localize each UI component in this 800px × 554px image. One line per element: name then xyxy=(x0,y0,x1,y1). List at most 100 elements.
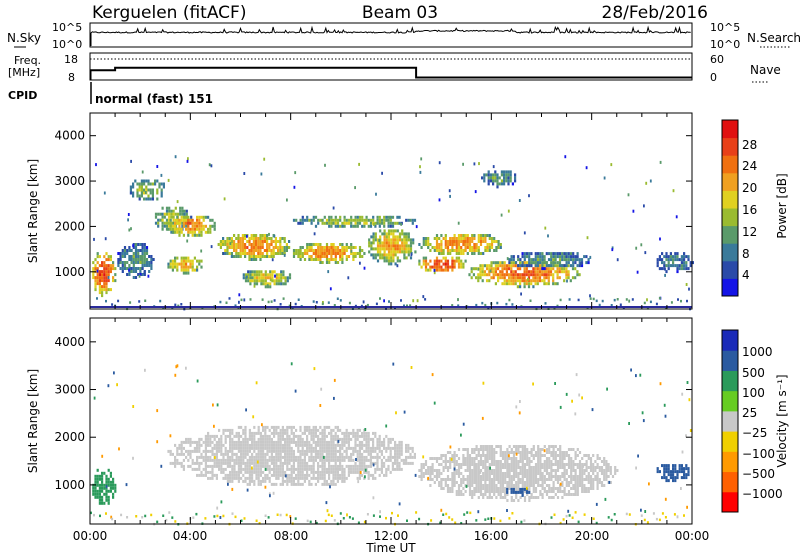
cell xyxy=(462,448,465,451)
cell xyxy=(350,455,353,459)
cell xyxy=(249,273,252,277)
cell xyxy=(268,458,271,462)
cell xyxy=(231,464,234,468)
cell xyxy=(683,473,686,477)
cell xyxy=(667,473,670,477)
cell xyxy=(167,227,170,231)
cell xyxy=(237,243,240,246)
cell xyxy=(561,463,564,466)
cell xyxy=(306,425,309,429)
cell xyxy=(165,212,169,216)
cell xyxy=(109,258,112,262)
cell xyxy=(217,243,220,246)
cell xyxy=(596,472,599,475)
cell xyxy=(112,276,115,280)
noise-cell xyxy=(465,484,468,488)
cell xyxy=(198,224,201,228)
clutter-cell xyxy=(267,300,270,304)
cell xyxy=(310,258,313,261)
cell xyxy=(440,234,443,237)
nave-label: Nave xyxy=(750,63,781,77)
cell xyxy=(107,270,110,274)
cell xyxy=(552,252,555,256)
cell xyxy=(471,237,474,240)
cell xyxy=(163,221,166,225)
cell xyxy=(262,440,265,444)
cell xyxy=(589,469,593,472)
cell xyxy=(312,258,315,261)
cell xyxy=(510,261,513,265)
cell xyxy=(262,425,265,429)
cell xyxy=(101,261,104,265)
cell xyxy=(498,176,501,180)
cell xyxy=(277,440,280,444)
cell xyxy=(275,443,278,447)
cell xyxy=(487,173,490,177)
cell xyxy=(488,448,491,451)
cell xyxy=(438,475,441,478)
cell xyxy=(207,455,210,459)
cell xyxy=(101,489,104,493)
cell xyxy=(103,270,106,274)
cell xyxy=(275,428,278,432)
cell xyxy=(600,469,604,472)
cell xyxy=(251,461,254,465)
cell xyxy=(378,215,381,219)
cell xyxy=(411,446,414,450)
cell xyxy=(129,188,132,192)
cell xyxy=(330,437,333,441)
cell xyxy=(532,490,535,493)
cell xyxy=(310,452,313,456)
cell xyxy=(292,431,295,435)
cell xyxy=(239,249,242,252)
cell xyxy=(471,457,474,460)
cell xyxy=(105,264,108,268)
cell xyxy=(292,440,295,444)
cell xyxy=(537,466,540,469)
noise-cell xyxy=(500,213,503,217)
clutter-cell xyxy=(192,516,195,519)
clutter-cell xyxy=(613,298,616,302)
cell xyxy=(96,483,99,487)
cell xyxy=(490,487,494,490)
cell xyxy=(667,261,670,265)
cell xyxy=(592,469,595,472)
cell xyxy=(172,221,175,225)
cell xyxy=(229,437,232,441)
cell xyxy=(486,445,489,448)
noise-cell xyxy=(333,396,335,400)
cell xyxy=(539,469,542,472)
cell xyxy=(545,451,549,454)
cell xyxy=(427,466,430,469)
cell xyxy=(534,282,537,286)
cell xyxy=(178,452,181,456)
cell xyxy=(147,197,150,201)
cell xyxy=(292,252,296,255)
cell xyxy=(222,467,225,471)
cell xyxy=(674,258,677,262)
cell xyxy=(440,243,443,246)
cell xyxy=(257,249,260,252)
cell xyxy=(180,452,183,456)
cell xyxy=(477,234,480,237)
cell xyxy=(523,445,527,448)
noise-cell xyxy=(507,209,510,213)
cell xyxy=(233,243,236,246)
cell xyxy=(321,449,324,453)
cell xyxy=(578,472,582,475)
cell xyxy=(281,443,284,447)
cell xyxy=(233,434,236,438)
cell xyxy=(523,451,527,454)
noise-cell xyxy=(520,292,522,296)
cell xyxy=(471,469,474,472)
cell xyxy=(387,241,391,245)
clutter-cell xyxy=(565,514,568,518)
cell xyxy=(185,224,188,228)
power-y-label: Slant Range [km] xyxy=(26,159,40,263)
cell xyxy=(330,258,333,261)
cell xyxy=(257,237,260,240)
noise-cell xyxy=(628,299,631,303)
cell xyxy=(237,437,240,441)
cell xyxy=(536,273,539,277)
cell xyxy=(378,437,381,441)
